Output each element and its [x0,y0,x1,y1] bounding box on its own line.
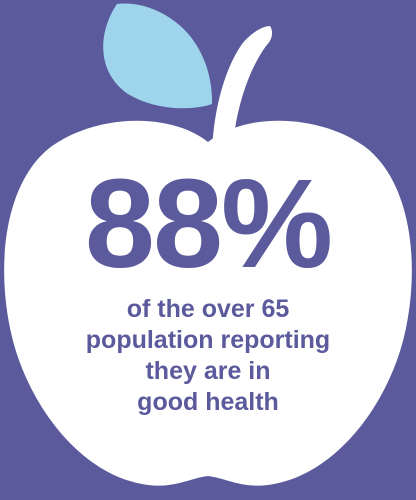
stat-block: 88% of the over 65 population reporting … [58,158,358,418]
caption-line-1: of the over 65 [126,295,290,323]
stem-icon [212,26,273,150]
apple-body [4,120,412,486]
percentage-value: 88% [84,153,333,294]
caption-line-4: good health [137,388,279,416]
stat-caption: of the over 65 population reporting they… [58,294,358,418]
caption-line-3: they are in [145,357,271,385]
caption-line-2: population reporting [85,326,331,354]
leaf-icon [103,3,213,109]
